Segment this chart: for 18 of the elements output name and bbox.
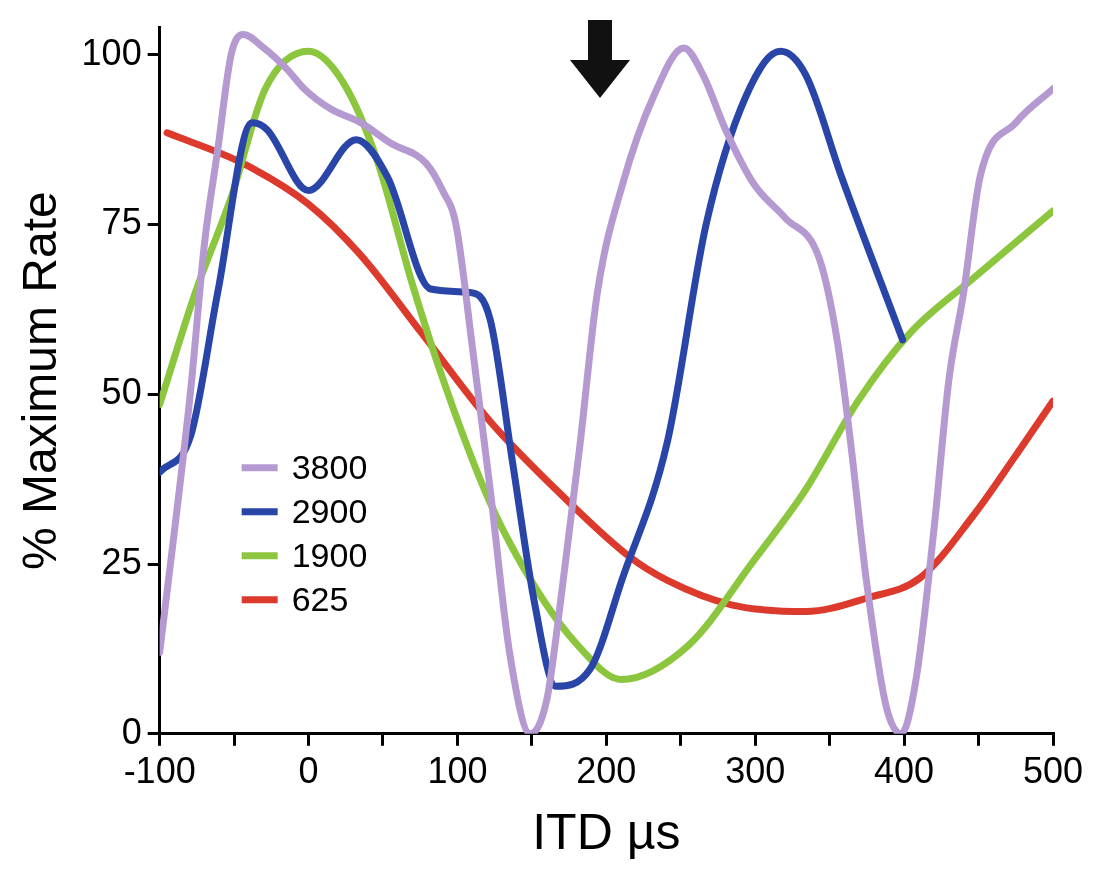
x-tick-label: 200	[576, 750, 637, 792]
x-tick-label: -100	[123, 750, 196, 792]
x-tick-label: 500	[1022, 750, 1084, 792]
y-tick-label: 0	[121, 710, 142, 752]
legend-label: 2900	[291, 492, 368, 531]
y-axis-title: % Maximum Rate	[13, 191, 67, 571]
x-axis-title: ITD µs	[532, 803, 681, 860]
y-tick-label: 25	[101, 540, 142, 582]
x-tick-label: 300	[725, 750, 786, 792]
legend-label: 1900	[291, 536, 368, 575]
x-tick-label: 0	[298, 750, 319, 792]
legend-label: 625	[291, 580, 349, 619]
y-tick-label: 75	[101, 201, 142, 243]
x-tick-label: 400	[874, 750, 935, 792]
y-tick-label: 100	[81, 31, 142, 73]
x-tick-label: 100	[427, 750, 488, 792]
legend-label: 3800	[291, 448, 368, 487]
y-tick-label: 50	[101, 371, 142, 413]
